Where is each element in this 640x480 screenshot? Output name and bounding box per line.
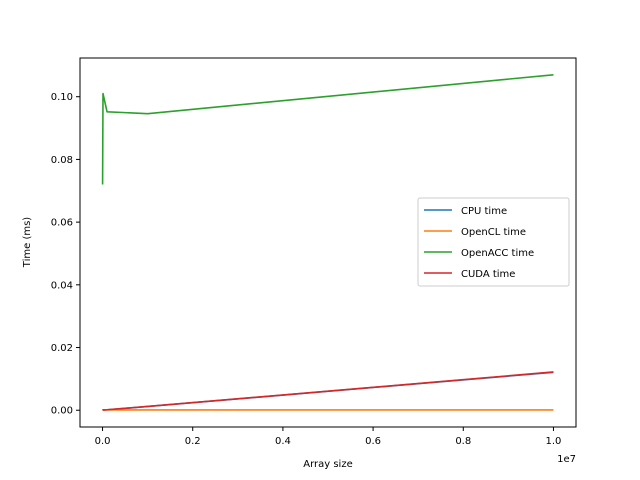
x-tick-label: 0.8: [455, 436, 471, 447]
x-tick-label: 0.4: [275, 436, 291, 447]
y-tick-label: 0.00: [51, 406, 73, 417]
y-tick-label: 0.02: [51, 343, 73, 354]
series-line-3: [102, 371, 554, 411]
x-tick-label: 0.0: [95, 436, 111, 447]
x-tick-label: 0.2: [185, 436, 201, 447]
y-axis: 0.00 0.02 0.04 0.06 0.08 0.10: [51, 92, 80, 417]
legend-box: [417, 197, 570, 287]
y-tick-label: 0.08: [51, 155, 73, 166]
y-tick-label: 0.10: [51, 92, 73, 103]
plot-series-group: [101, 73, 554, 412]
legend-entry-1: OpenCL time: [461, 227, 526, 238]
legend-entry-3: CUDA time: [461, 269, 515, 280]
legend-entry-0: CPU time: [461, 206, 507, 217]
y-axis-label: Time (ms): [22, 217, 33, 269]
legend-entry-2: OpenACC time: [461, 248, 534, 259]
plot-frame: [79, 57, 577, 428]
legend: CPU time OpenCL time OpenACC time CUDA time: [417, 197, 570, 287]
y-tick-label: 0.06: [51, 218, 73, 229]
y-tick-label: 0.04: [51, 280, 73, 291]
x-tick-label: 1.0: [546, 436, 562, 447]
x-axis: 0.0 0.2 0.4 0.6 0.8 1.0: [95, 427, 562, 447]
series-line-2: [101, 73, 554, 185]
x-axis-label: Array size: [303, 459, 353, 470]
x-tick-label: 0.6: [365, 436, 381, 447]
x-axis-offset-label: 1e7: [557, 454, 576, 465]
